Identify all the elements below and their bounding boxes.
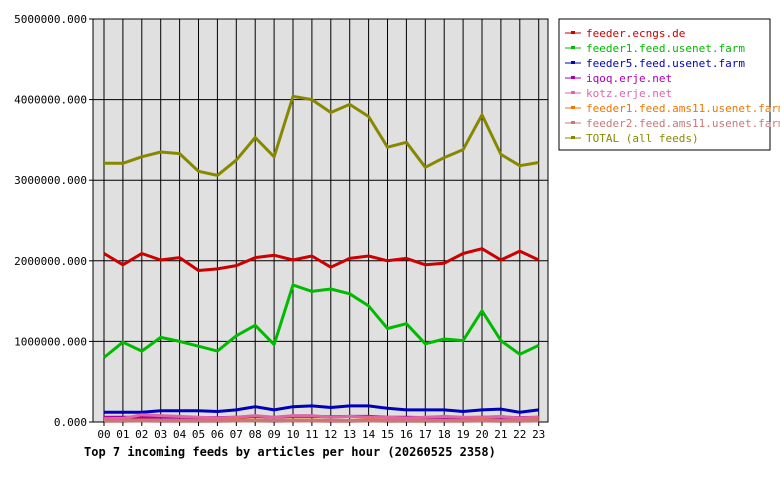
x-tick-label: 20 <box>475 428 488 441</box>
y-tick-label: 1000000.000 <box>14 335 87 348</box>
legend-label: kotz.erje.net <box>586 87 672 100</box>
legend-label: TOTAL (all feeds) <box>586 132 699 145</box>
series-layer <box>103 94 540 423</box>
series-line <box>103 247 540 272</box>
x-tick-label: 03 <box>154 428 167 441</box>
x-tick-label: 09 <box>267 428 280 441</box>
legend-marker <box>571 136 575 139</box>
legend-marker <box>571 91 575 94</box>
series-line <box>103 413 539 421</box>
x-axis: 00 01 02 03 04 05 06 07 08 09 10 11 12 13 14 15 16 17 18 19… <box>97 422 545 441</box>
x-tick-label: 21 <box>494 428 507 441</box>
legend-label: feeder.ecngs.de <box>586 27 685 40</box>
x-tick-label: 17 <box>419 428 432 441</box>
x-tick-label: 19 <box>456 428 469 441</box>
x-tick-label: 11 <box>305 428 318 441</box>
x-tick-label: 07 <box>230 428 243 441</box>
series-line <box>104 94 539 177</box>
y-tick-label: 3000000.000 <box>14 174 87 187</box>
legend-marker <box>571 121 575 124</box>
legend-marker <box>571 46 575 49</box>
y-tick-label: 0.000 <box>54 416 87 429</box>
chart-title: Top 7 incoming feeds by articles per hou… <box>84 445 496 459</box>
x-tick-label: 22 <box>513 428 526 441</box>
x-tick-label: 06 <box>211 428 224 441</box>
x-tick-label: 05 <box>192 428 205 441</box>
legend-marker <box>571 106 575 109</box>
x-tick-label: 13 <box>343 428 356 441</box>
y-tick-label: 5000000.000 <box>14 13 87 26</box>
x-tick-label: 23 <box>532 428 545 441</box>
legend-label: feeder1.feed.ams11.usenet.farm <box>586 102 780 115</box>
x-tick-label: 14 <box>362 428 376 441</box>
x-tick-label: 18 <box>438 428 451 441</box>
x-tick-label: 16 <box>400 428 413 441</box>
legend-label: iqoq.erje.net <box>586 72 672 85</box>
x-tick-label: 01 <box>116 428 129 441</box>
x-tick-label: 00 <box>97 428 110 441</box>
legend-label: feeder5.feed.usenet.farm <box>586 57 745 70</box>
x-tick-label: 10 <box>286 428 299 441</box>
y-tick-label: 2000000.000 <box>14 255 87 268</box>
series-line <box>103 283 540 359</box>
x-tick-label: 04 <box>173 428 187 441</box>
x-tick-label: 15 <box>381 428 394 441</box>
legend-marker <box>571 76 575 79</box>
legend-box <box>558 18 771 151</box>
y-axis: 0.000 1000000.000 2000000.000 3000000.000 40… <box>14 13 93 429</box>
legend: feeder.ecngs.de feeder1.feed.usenet.farm f… <box>558 18 780 151</box>
legend-label: feeder2.feed.ams11.usenet.farm <box>586 117 780 130</box>
x-tick-label: 12 <box>324 428 337 441</box>
series-line <box>104 404 539 414</box>
x-tick-label: 08 <box>249 428 262 441</box>
plot-area <box>92 18 549 423</box>
legend-marker <box>571 31 575 34</box>
x-tick-label: 02 <box>135 428 148 441</box>
legend-marker <box>571 61 575 64</box>
legend-label: feeder1.feed.usenet.farm <box>586 42 745 55</box>
y-tick-label: 4000000.000 <box>14 94 87 107</box>
